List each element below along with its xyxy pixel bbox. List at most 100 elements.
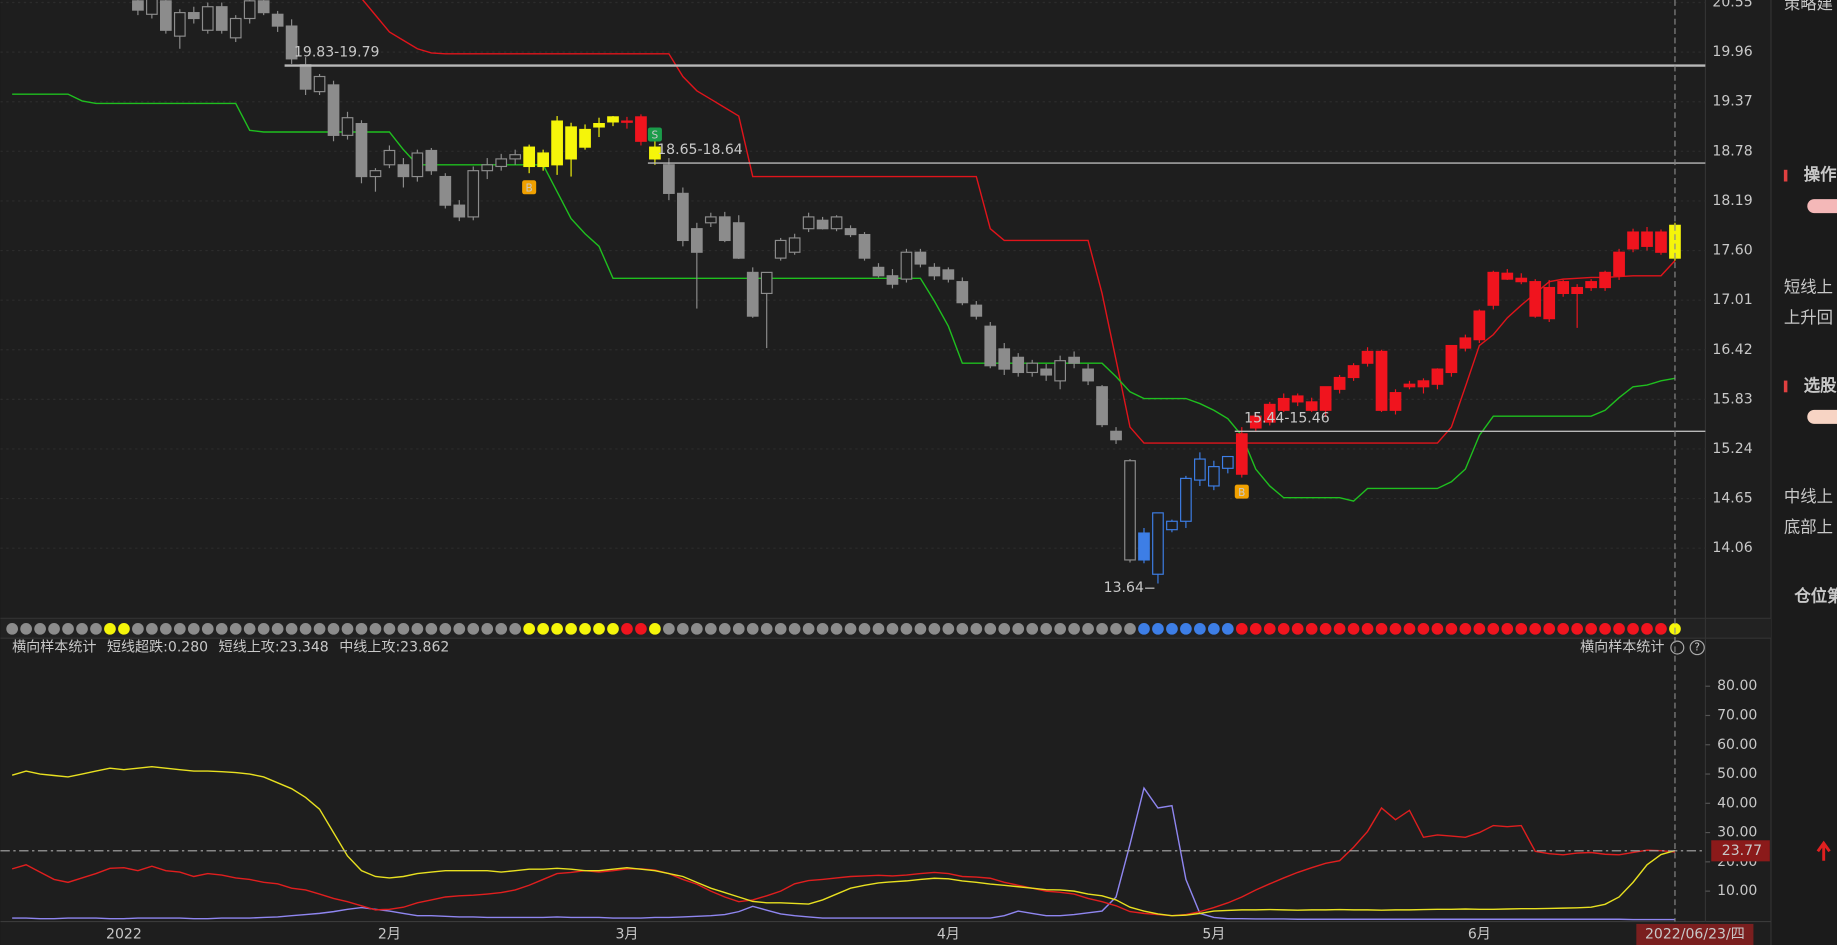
signal-label: B <box>526 182 533 194</box>
main-plot <box>0 0 1706 584</box>
candle-body <box>774 239 787 259</box>
state-dot <box>746 622 759 635</box>
candle-body <box>1361 350 1374 364</box>
candle-body <box>383 149 396 166</box>
candle-body <box>285 25 298 60</box>
candle-body <box>872 266 885 277</box>
crosshair-date-box <box>1636 923 1754 945</box>
settings-icon[interactable] <box>1670 640 1685 655</box>
x-tick-label: 6月 <box>1468 926 1491 942</box>
state-dot <box>1543 622 1556 635</box>
y-tick-label: 40.00 <box>1717 795 1757 811</box>
candle-body <box>788 237 801 253</box>
candle-body <box>1529 281 1542 317</box>
state-dot <box>816 622 829 635</box>
candle-body <box>635 116 647 142</box>
state-dot <box>1347 622 1360 635</box>
candle-body <box>942 269 955 280</box>
candle-body <box>1599 271 1611 289</box>
candle-body <box>146 0 158 15</box>
state-dot <box>327 622 340 635</box>
candle-body <box>1012 356 1025 374</box>
state-dot <box>1110 622 1122 635</box>
state-dot <box>383 622 396 635</box>
candle-body <box>1180 477 1192 522</box>
state-dot <box>90 622 102 635</box>
indicator-line <box>11 806 1676 917</box>
candle-body <box>1501 272 1514 280</box>
state-dot <box>1012 622 1025 635</box>
pill <box>1807 199 1837 214</box>
state-dot <box>858 622 871 635</box>
indicator-line <box>11 766 1676 917</box>
state-dot <box>537 622 549 635</box>
state-dot <box>1361 622 1374 635</box>
candle-body <box>327 84 340 136</box>
candle-body <box>355 123 368 178</box>
arrow-icon <box>1816 840 1831 861</box>
help-icon[interactable] <box>1689 639 1705 656</box>
state-dot <box>104 622 116 635</box>
state-dot <box>271 622 284 635</box>
state-dot <box>355 622 368 635</box>
state-dot <box>1291 622 1304 635</box>
candle-body <box>1613 251 1625 277</box>
pill <box>1807 409 1837 424</box>
x-tick-label: 2022 <box>106 926 142 942</box>
side-text: 操作 <box>1804 165 1837 184</box>
candle-body <box>439 175 452 206</box>
candle-body <box>229 17 242 39</box>
y-tick-label: 17.01 <box>1712 292 1752 308</box>
y-tick-label: 80.00 <box>1717 678 1757 694</box>
state-dot <box>1627 622 1639 635</box>
state-dot <box>914 622 927 635</box>
candle-body <box>844 228 857 236</box>
band-line <box>361 0 1676 444</box>
candle-body <box>1054 360 1066 382</box>
state-dot <box>299 622 312 635</box>
candle-body <box>187 12 200 20</box>
state-dot <box>1445 622 1458 635</box>
state-dot <box>1249 622 1262 635</box>
low-label: 13.64 <box>1104 580 1144 596</box>
candle-body <box>411 152 424 178</box>
candle-body <box>173 12 186 37</box>
state-dot <box>732 622 745 635</box>
candle-body <box>858 233 871 259</box>
candle-body <box>271 13 284 27</box>
level-label: 18.65-18.64 <box>657 142 743 158</box>
state-dot <box>48 622 60 635</box>
y-tick-label: 16.42 <box>1712 342 1752 358</box>
indicator-line <box>12 786 1675 921</box>
candle-body <box>1068 356 1080 364</box>
candle-body <box>201 6 214 31</box>
candle-body <box>970 304 983 317</box>
side-text: 上升回 <box>1784 308 1833 327</box>
candle-body <box>1319 386 1332 411</box>
candle-body <box>1585 281 1597 289</box>
candle-body <box>593 123 605 128</box>
state-dot <box>1473 622 1486 635</box>
state-dot <box>1221 622 1234 635</box>
candle-body <box>1557 281 1570 295</box>
state-dot <box>886 622 899 635</box>
state-dot <box>970 622 983 635</box>
candle-body <box>1152 512 1164 575</box>
candle-body <box>690 228 703 253</box>
state-dot <box>467 622 480 635</box>
candle-body <box>1166 520 1178 531</box>
state-dot <box>173 622 186 635</box>
state-dot <box>1333 622 1346 635</box>
state-dot <box>579 622 591 635</box>
signal-badge <box>1234 484 1249 499</box>
state-dot <box>1417 622 1430 635</box>
state-dot <box>844 622 857 635</box>
y-tick-label: 30.00 <box>1717 825 1757 841</box>
y-tick-label: 18.19 <box>1712 193 1752 209</box>
candle-body <box>1138 532 1150 561</box>
candle-body <box>523 146 536 168</box>
state-dot <box>1585 622 1597 635</box>
candle-body <box>453 204 466 218</box>
candle-body <box>509 154 522 160</box>
